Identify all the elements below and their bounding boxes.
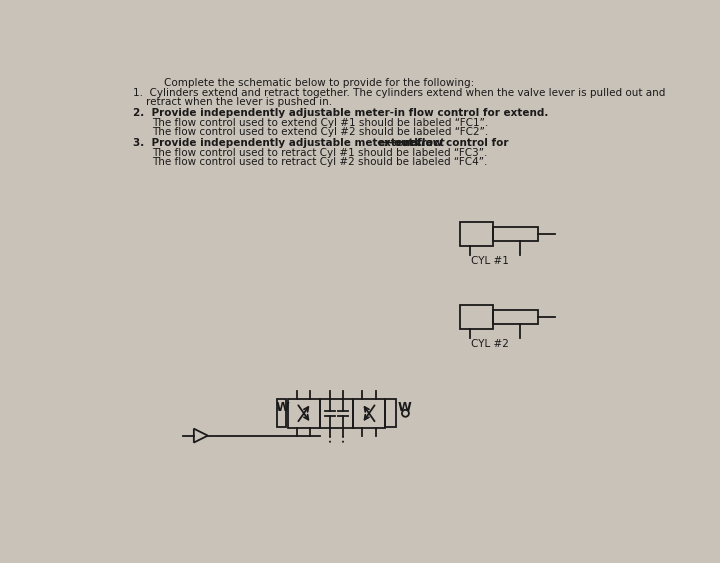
Bar	[461, 305, 493, 329]
Text: extend.: extend.	[377, 137, 423, 148]
Text: The flow control used to extend Cyl #1 should be labeled “FC1”.: The flow control used to extend Cyl #1 s…	[152, 118, 488, 128]
Text: 3.  Provide independently adjustable meter-out flow control for: 3. Provide independently adjustable mete…	[132, 137, 512, 148]
Bar	[276, 399, 286, 427]
Bar	[353, 399, 385, 428]
Text: W: W	[397, 401, 411, 414]
Bar	[493, 227, 538, 240]
Text: The flow control used to retract Cyl #2 should be labeled “FC4”.: The flow control used to retract Cyl #2 …	[152, 157, 487, 167]
Text: 1.  Cylinders extend and retract together. The cylinders extend when the valve l: 1. Cylinders extend and retract together…	[132, 88, 665, 97]
Text: CYL #2: CYL #2	[471, 339, 509, 350]
Bar	[320, 399, 353, 428]
Text: W: W	[275, 401, 289, 414]
Text: retract when the lever is pushed in.: retract when the lever is pushed in.	[145, 97, 332, 107]
Text: Complete the schematic below to provide for the following:: Complete the schematic below to provide …	[163, 78, 474, 88]
Text: 2.  Provide independently adjustable meter-in flow control for extend.: 2. Provide independently adjustable mete…	[132, 108, 548, 118]
Bar	[287, 399, 320, 428]
Bar	[493, 310, 538, 324]
Text: CYL #1: CYL #1	[471, 256, 509, 266]
Text: retract: retract	[405, 137, 445, 148]
Bar	[385, 399, 396, 427]
Text: The flow control used to retract Cyl #1 should be labeled “FC3”.: The flow control used to retract Cyl #1 …	[152, 148, 487, 158]
Text: The flow control used to extend Cyl #2 should be labeled “FC2”.: The flow control used to extend Cyl #2 s…	[152, 127, 488, 137]
Bar	[461, 222, 493, 246]
